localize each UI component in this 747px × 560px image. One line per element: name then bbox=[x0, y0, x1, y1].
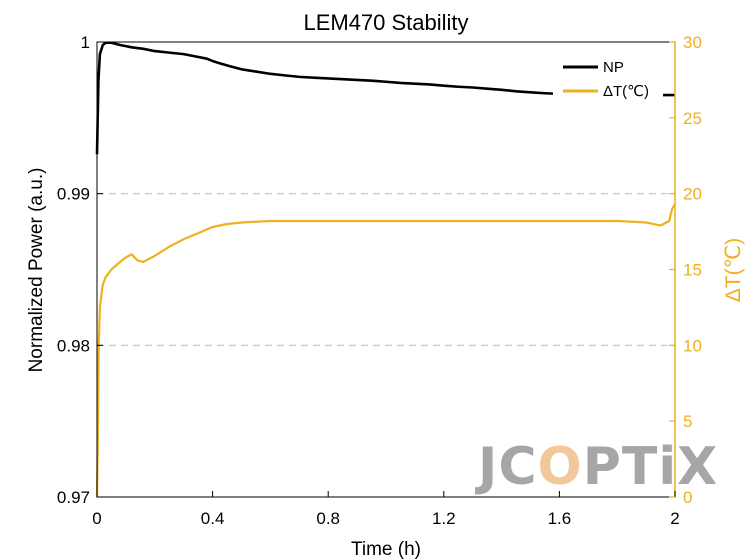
right-tick-label-0: 0 bbox=[683, 488, 692, 507]
grid-lines bbox=[97, 192, 675, 347]
left-tick-label-0: 0.97 bbox=[57, 488, 90, 507]
right-tick-label-1: 5 bbox=[683, 412, 692, 431]
x-tick-label-2: 0.8 bbox=[316, 509, 340, 528]
legend: NP ΔT(℃) bbox=[553, 53, 663, 103]
left-axis-ticks: 0.97 0.98 0.99 1 bbox=[57, 33, 103, 507]
x-tick-label-0: 0 bbox=[92, 509, 101, 528]
legend-box bbox=[553, 53, 663, 103]
right-axis-label: ΔT(℃) bbox=[722, 238, 745, 302]
watermark-logo: JCOPTiX bbox=[475, 437, 718, 497]
legend-label-np: NP bbox=[603, 59, 624, 76]
left-tick-label-3: 1 bbox=[81, 33, 90, 52]
series-line-dt bbox=[95, 203, 676, 498]
x-tick-label-5: 2 bbox=[670, 509, 679, 528]
x-tick-label-3: 1.2 bbox=[432, 509, 456, 528]
right-tick-label-6: 30 bbox=[683, 33, 702, 52]
right-tick-label-4: 20 bbox=[683, 185, 702, 204]
x-axis-label: Time (h) bbox=[351, 539, 421, 560]
x-tick-label-1: 0.4 bbox=[201, 509, 225, 528]
x-axis-ticks: 0 0.4 0.8 1.2 1.6 2 bbox=[92, 491, 680, 528]
right-tick-label-3: 15 bbox=[683, 261, 702, 280]
legend-label-dt: ΔT(℃) bbox=[603, 83, 649, 100]
svg-text:JCOPTiX: JCOPTiX bbox=[475, 437, 718, 497]
chart-title: LEM470 Stability bbox=[303, 10, 468, 35]
left-tick-label-1: 0.98 bbox=[57, 336, 90, 355]
right-tick-label-5: 25 bbox=[683, 109, 702, 128]
left-axis-label: Normalized Power (a.u.) bbox=[26, 168, 47, 373]
series-lines bbox=[95, 41, 676, 498]
x-tick-label-4: 1.6 bbox=[548, 509, 572, 528]
plot-frame bbox=[96, 41, 676, 498]
right-tick-label-2: 10 bbox=[683, 336, 702, 355]
left-tick-label-2: 0.99 bbox=[57, 185, 90, 204]
right-axis-ticks: 0 5 10 15 20 25 30 bbox=[669, 33, 702, 507]
